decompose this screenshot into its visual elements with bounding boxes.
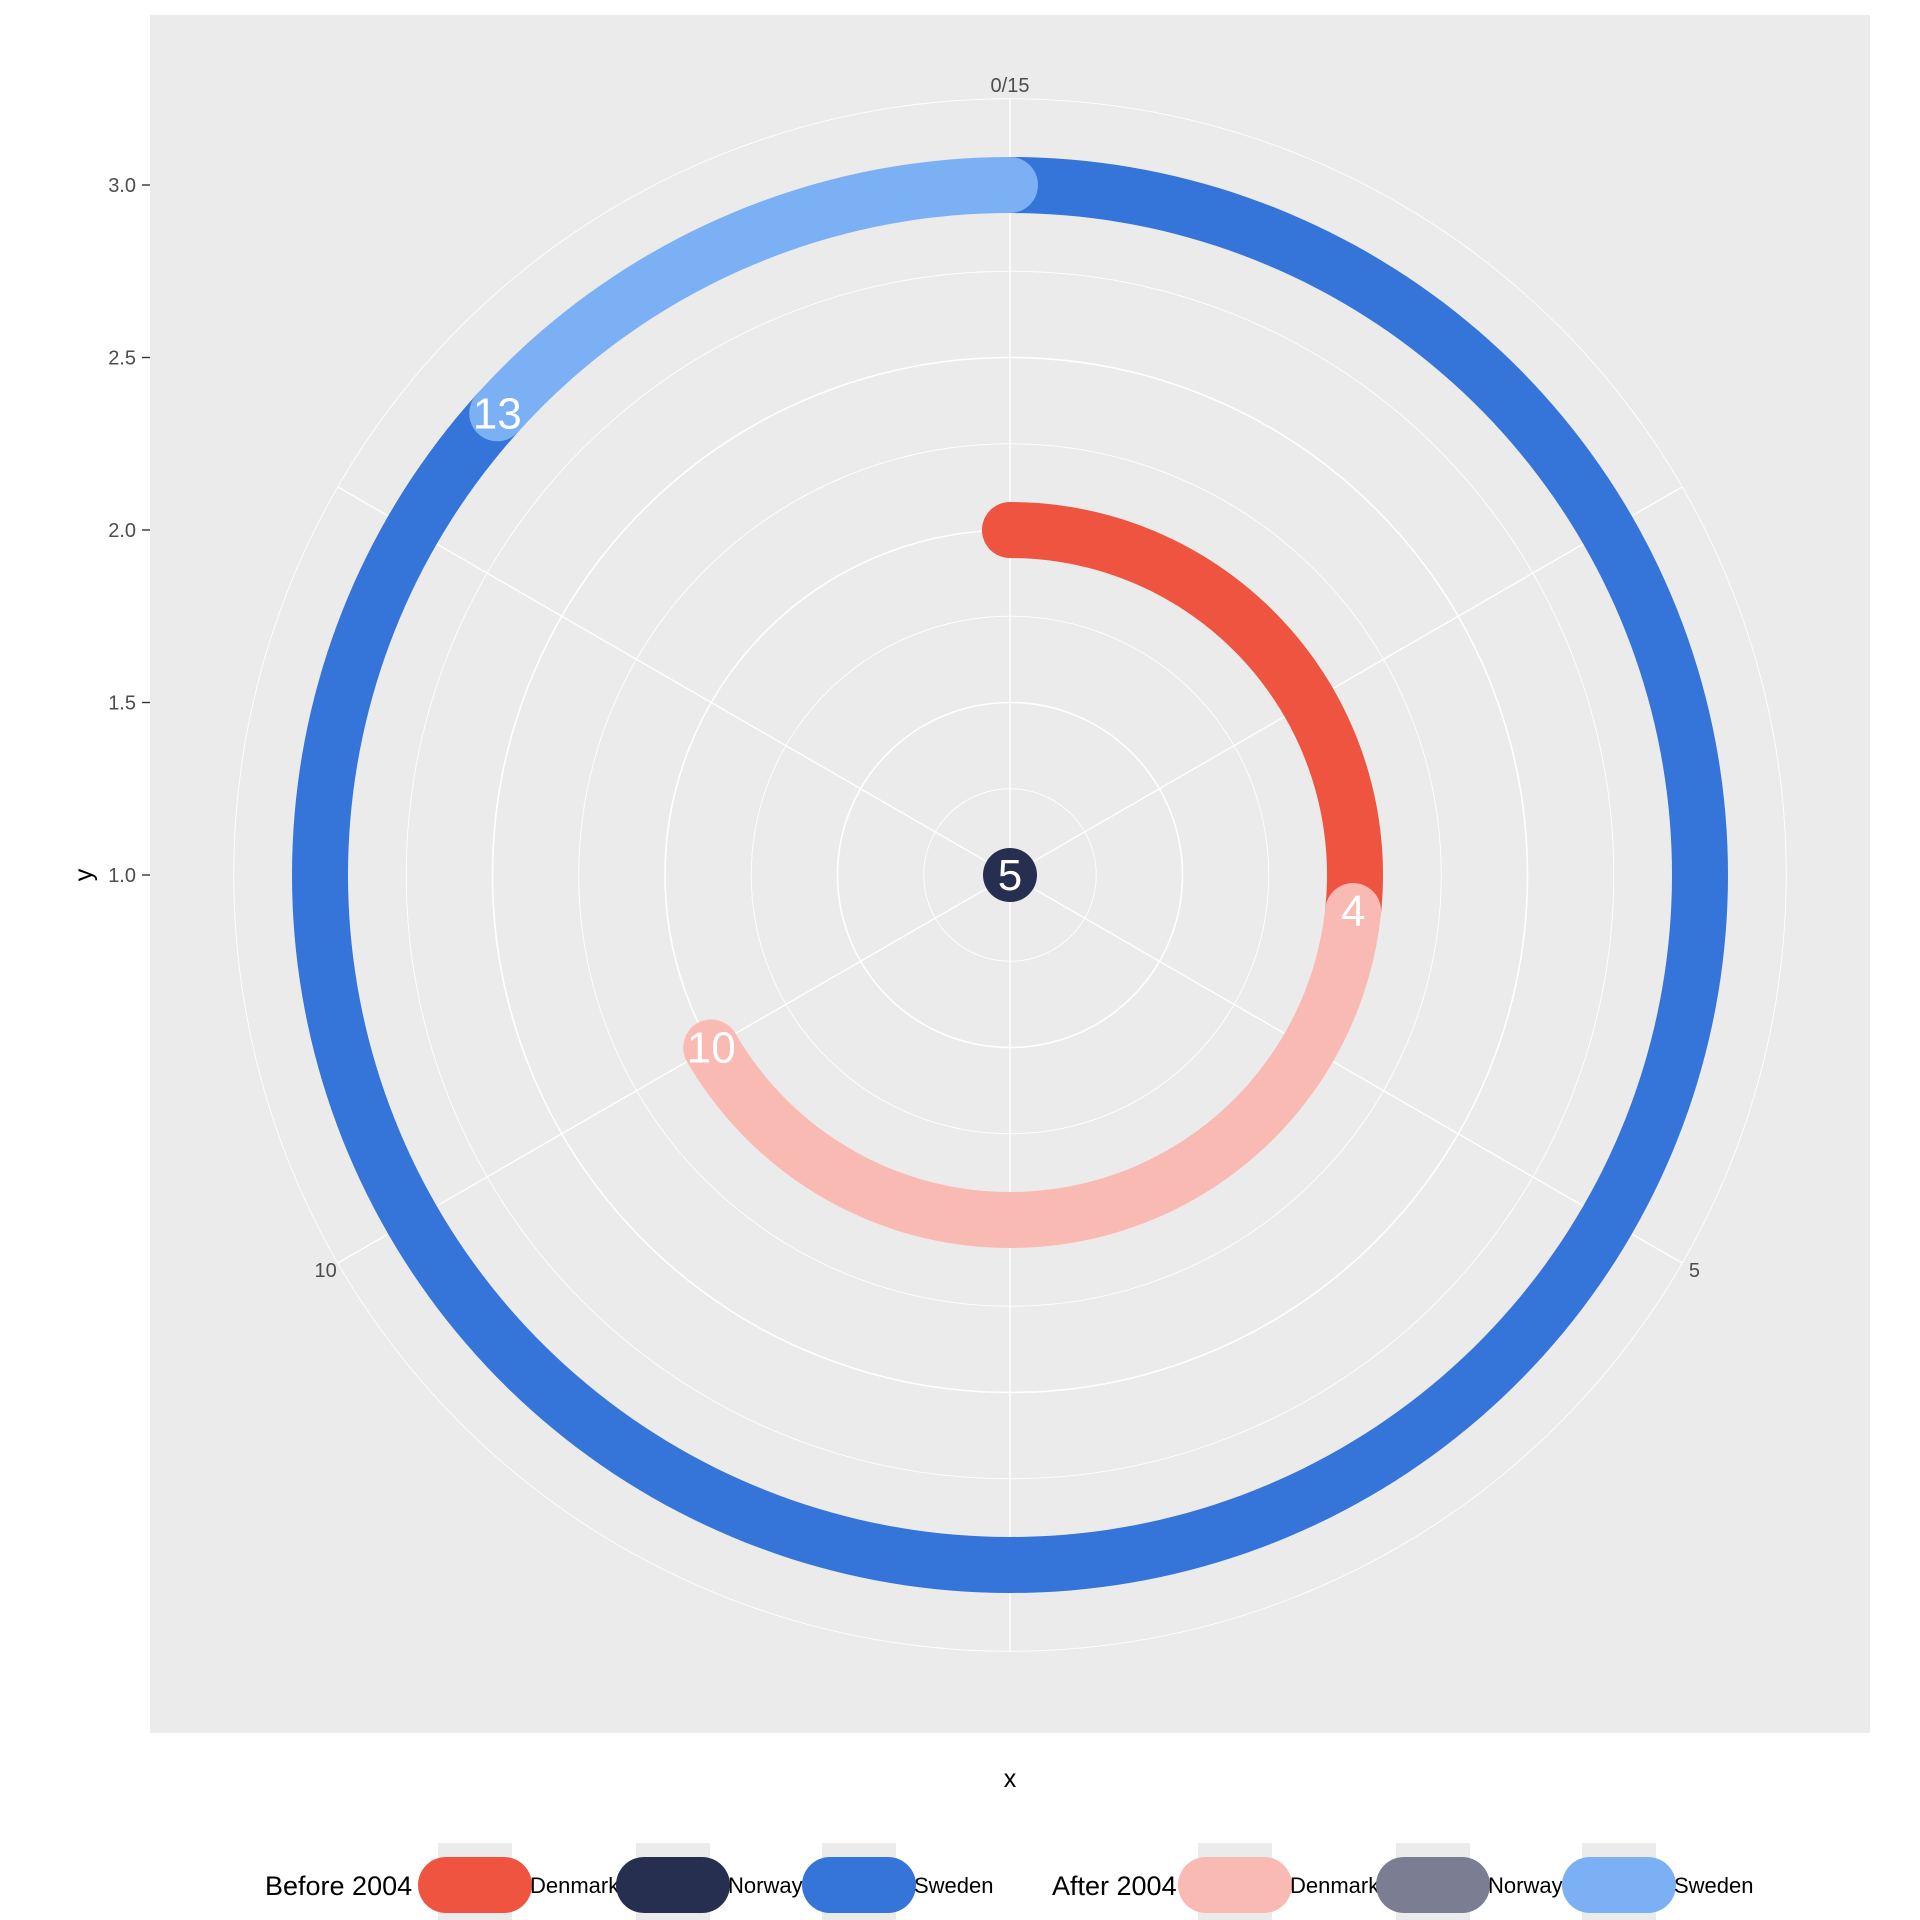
legend-entry-label: Sweden	[914, 1873, 994, 1898]
y-tick-label: 2.0	[108, 520, 136, 542]
legend-entry-label: Norway	[1488, 1873, 1563, 1898]
theta-tick-labels: 0/15 5 10	[314, 75, 1699, 1282]
grid-spoke	[337, 874, 1011, 1264]
end-label-denmark: 10	[687, 1024, 736, 1073]
series-denmark-after-2004	[683, 883, 1382, 1249]
series-denmark-before-2004	[982, 502, 1384, 940]
end-labels: 4 10 5 13	[473, 389, 1366, 1072]
theta-tick-label: 10	[314, 1260, 336, 1282]
end-label-sweden: 13	[473, 389, 522, 438]
y-tick-label: 3.0	[108, 175, 136, 197]
legend-entry-label: Denmark	[1290, 1873, 1380, 1898]
legend-title: Before 2004	[265, 1871, 412, 1901]
theta-tick-label: 0/15	[991, 75, 1030, 97]
series-sweden-after-2004	[469, 157, 1038, 442]
series-norway-before-2004	[983, 848, 1037, 902]
y-tick-label: 2.5	[108, 348, 136, 370]
y-axis-title: y	[70, 868, 98, 881]
end-label-denmark: 4	[1341, 887, 1365, 936]
theta-tick-label: 5	[1689, 1260, 1700, 1282]
end-label-norway: 5	[998, 851, 1022, 900]
y-tick-label: 1.5	[108, 693, 136, 715]
grid-spoke	[1009, 486, 1683, 876]
series-lines	[291, 157, 1729, 1594]
series-sweden-before-2004	[291, 157, 1729, 1594]
y-axis: 1.0 1.5 2.0 2.5 3.0	[108, 175, 150, 887]
legend-entry-label: Sweden	[1674, 1873, 1754, 1898]
legend-entry-label: Denmark	[530, 1873, 620, 1898]
legend: Before 2004 Denmark Norway Sweden After 2004…	[265, 1843, 1754, 1920]
grid-spoke	[337, 486, 1011, 876]
x-axis-title: x	[1004, 1765, 1017, 1793]
grid-spoke	[1009, 874, 1683, 1264]
legend-title: After 2004	[1052, 1871, 1177, 1901]
y-tick-label: 1.0	[108, 865, 136, 887]
legend-entry-label: Norway	[728, 1873, 803, 1898]
